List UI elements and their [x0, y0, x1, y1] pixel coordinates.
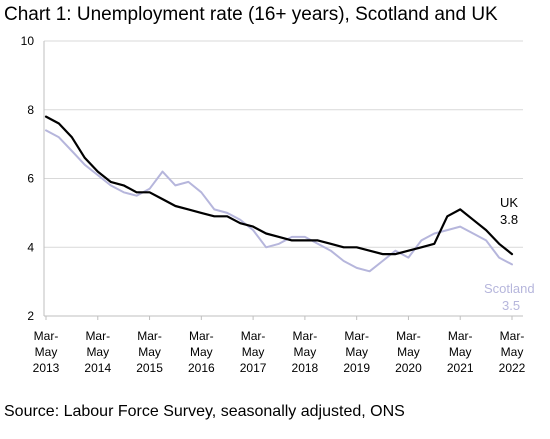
chart-title: Chart 1: Unemployment rate (16+ years), …: [4, 4, 498, 25]
uk-series-line: [44, 115, 514, 256]
y-tick-label-8: 8: [27, 103, 34, 117]
x-tick-label-2015: Mar-May 2015: [136, 329, 163, 375]
x-tick-label-2021: Mar-May 2021: [447, 329, 474, 375]
y-tick-label-2: 2: [27, 309, 34, 323]
series-lines: [44, 115, 514, 273]
axes: 2 4 6 8 10 Mar-May 2013 Mar-May 2014 Mar-May 2015 M…: [21, 34, 526, 375]
scotland-end-label-value: 3.5: [502, 298, 520, 313]
scotland-end-label-name: Scotland: [484, 281, 535, 296]
x-tick-label-2017: Mar-May 2017: [240, 329, 267, 375]
y-tick-label-4: 4: [27, 240, 34, 254]
x-tick-label-2014: Mar-May 2014: [84, 329, 111, 375]
x-tick-label-2013: Mar-May 2013: [33, 329, 60, 375]
gridlines: [44, 40, 523, 317]
x-tick-label-2018: Mar-May 2018: [292, 329, 319, 375]
scotland-series-line: [45, 129, 513, 273]
x-tick-label-2016: Mar-May 2016: [188, 329, 215, 375]
x-tick-label-2020: Mar-May 2020: [395, 329, 422, 375]
x-tick-label-2022: Mar-May 2022: [499, 329, 526, 375]
source-note: Source: Labour Force Survey, seasonally …: [4, 403, 405, 420]
y-tick-label-10: 10: [21, 34, 35, 48]
series-end-labels: UK 3.8 Scotland 3.5: [484, 195, 535, 313]
uk-end-label-value: 3.8: [500, 212, 518, 227]
x-tick-label-2019: Mar-May 2019: [343, 329, 370, 375]
uk-end-label-name: UK: [500, 195, 518, 210]
y-tick-label-6: 6: [27, 172, 34, 186]
